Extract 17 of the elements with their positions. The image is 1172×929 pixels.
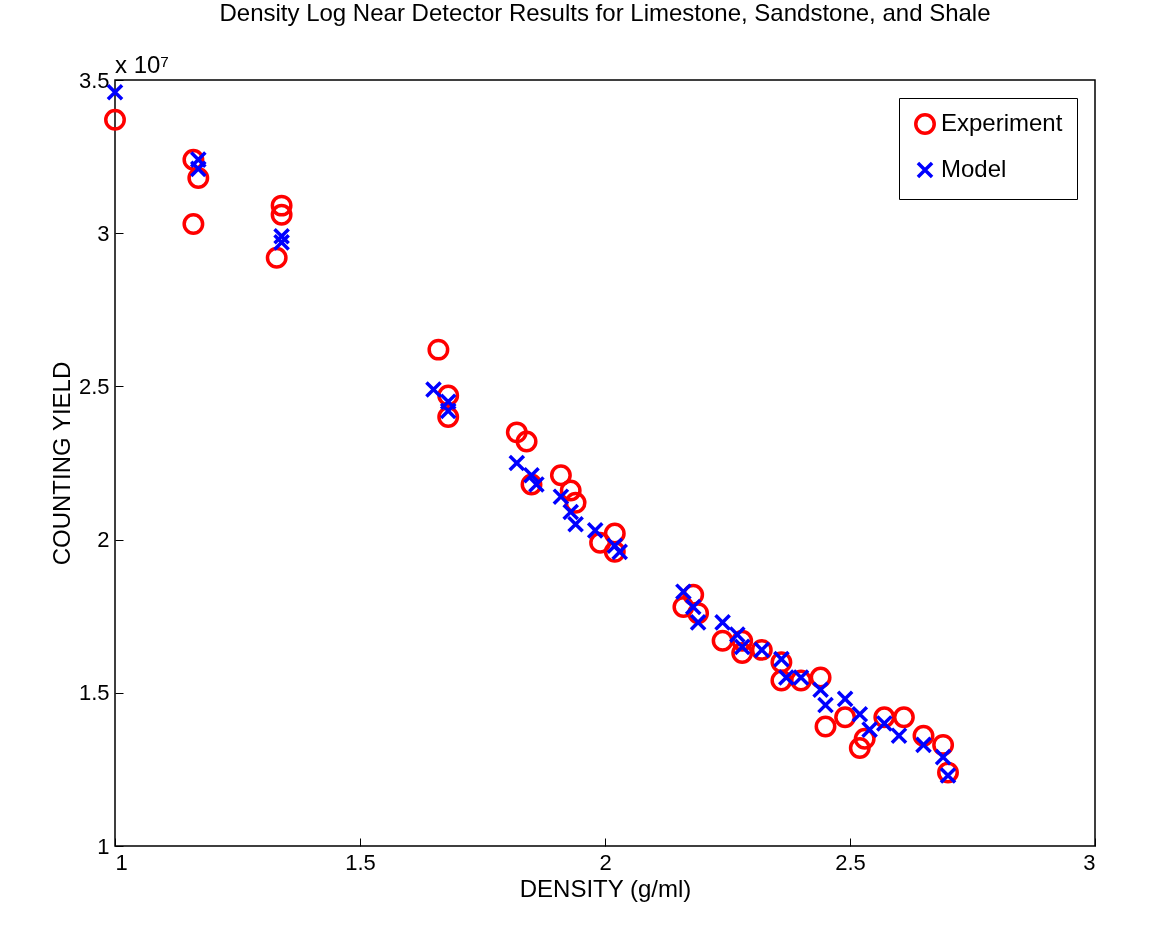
legend-label: Model — [941, 155, 1007, 182]
text: x 10⁷ — [115, 51, 170, 78]
x-tick-label: 3 — [1083, 849, 1096, 875]
x-tick-label: 2 — [599, 849, 612, 875]
y-tick-label: 2.5 — [78, 373, 110, 399]
y-tick-label: 1 — [97, 833, 110, 859]
legend-label: Experiment — [941, 109, 1063, 136]
y-tick-label: 2 — [97, 527, 110, 553]
x-tick-label: 1.5 — [345, 849, 376, 875]
x-tick-label: 2.5 — [835, 849, 866, 875]
y-tick-label: 1.5 — [78, 680, 110, 706]
y-tick-label: 3 — [97, 220, 110, 246]
y-tick-label: 3.5 — [78, 67, 110, 93]
chart-title: Density Log Near Detector Results for Limestone, Sandstone, and Shale — [219, 0, 991, 26]
x-axis-title: DENSITY (g/ml) — [519, 874, 692, 902]
y-axis-title: COUNTING YIELD — [47, 361, 75, 566]
x-tick-label: 1 — [115, 849, 128, 875]
